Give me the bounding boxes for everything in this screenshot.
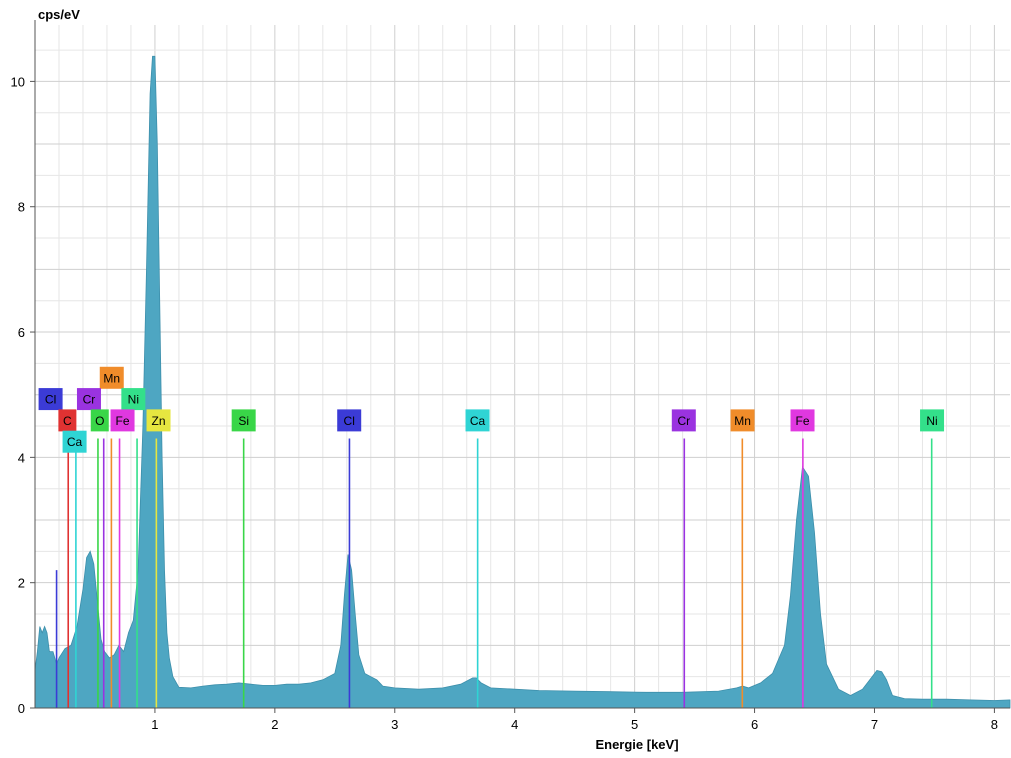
x-tick-label: 8 <box>991 717 998 732</box>
peak-label-box <box>76 388 101 411</box>
peak-label: C <box>58 409 77 432</box>
peak-label-text: Fe <box>796 414 810 428</box>
peak-label: Ca <box>465 409 490 432</box>
peak-label-box <box>62 430 87 453</box>
peak-label-text: Ni <box>926 414 937 428</box>
peak-label-box <box>920 409 945 432</box>
peak-label: Zn <box>146 409 171 432</box>
peak-label-box <box>730 409 755 432</box>
peak-label-box <box>99 366 124 389</box>
peak-label-box <box>790 409 815 432</box>
x-tick-label: 7 <box>871 717 878 732</box>
peak-label: Ca <box>62 430 87 453</box>
spectrum-area <box>34 55 1011 709</box>
peak-label: Cl <box>38 388 63 411</box>
element-lines <box>55 438 933 708</box>
peak-label: Si <box>231 409 256 432</box>
peak-label-box <box>121 388 146 411</box>
peak-label-box <box>465 409 490 432</box>
y-axis-label: cps/eV <box>38 7 80 22</box>
y-tick-label: 6 <box>18 325 25 340</box>
peak-label: Mn <box>730 409 755 432</box>
peak-label-text: O <box>95 414 104 428</box>
peak-label: Fe <box>110 409 135 432</box>
grid <box>34 25 1010 709</box>
peak-label-box <box>671 409 696 432</box>
peak-label: Cr <box>76 388 101 411</box>
y-tick-label: 8 <box>18 200 25 215</box>
peak-label-text: Ca <box>470 414 486 428</box>
x-tick-label: 1 <box>151 717 158 732</box>
peak-label: Mn <box>99 366 124 389</box>
peak-label-box <box>337 409 362 432</box>
peak-label-text: Zn <box>152 414 166 428</box>
peak-label-text: Cl <box>344 414 355 428</box>
x-axis-label: Energie [keV] <box>595 737 678 752</box>
peak-label: Ni <box>121 388 146 411</box>
peak-label: Fe <box>790 409 815 432</box>
peak-label-text: Ca <box>67 435 83 449</box>
peak-label-text: Cl <box>45 393 56 407</box>
y-tick-label: 2 <box>18 576 25 591</box>
peak-label: Cl <box>337 409 362 432</box>
peak-label-box <box>110 409 135 432</box>
peak-label-text: C <box>63 414 72 428</box>
peak-label: Cr <box>671 409 696 432</box>
spectrum-fill <box>34 55 1011 709</box>
peak-label-text: Mn <box>734 414 751 428</box>
peak-label-box <box>231 409 256 432</box>
x-tick-label: 3 <box>391 717 398 732</box>
peak-label: Ni <box>920 409 945 432</box>
peak-label: O <box>90 409 109 432</box>
y-tick-label: 10 <box>11 74 25 89</box>
x-tick-label: 6 <box>751 717 758 732</box>
peak-label-box <box>38 388 63 411</box>
x-tick-label: 4 <box>511 717 518 732</box>
peak-label-box <box>58 409 77 432</box>
peak-label-box <box>90 409 109 432</box>
peak-label-text: Ni <box>128 393 139 407</box>
peak-labels: Cl C Ca Mn Cr Ni O Fe Zn Si Cl Ca Cr Mn Fe Ni <box>38 366 945 453</box>
peak-label-text: Mn <box>103 371 120 385</box>
peak-label-text: Fe <box>116 414 130 428</box>
peak-label-text: Cr <box>83 393 96 407</box>
peak-label-box <box>146 409 171 432</box>
y-tick-label: 0 <box>18 701 25 716</box>
y-tick-label: 4 <box>18 450 25 465</box>
peak-label-text: Si <box>238 414 249 428</box>
peak-label-text: Cr <box>677 414 690 428</box>
x-tick-label: 2 <box>271 717 278 732</box>
x-tick-label: 5 <box>631 717 638 732</box>
axes: 1 2 3 4 5 6 7 8 0 2 4 6 8 10 <box>11 20 1010 732</box>
